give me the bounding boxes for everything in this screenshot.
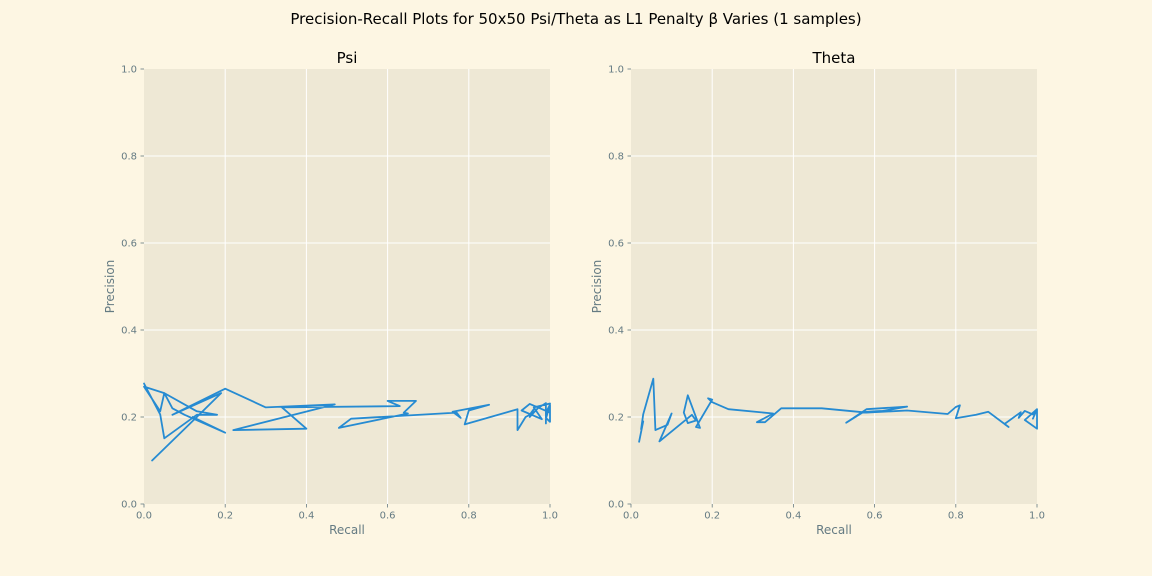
y-tick-label: 0.2 xyxy=(608,413,624,424)
subplot-psi: 0.0 0.2 0.4 0.6 0.8 1.0 0.0 0.2 0.4 0.6 0.8 1.0 Psi R… xyxy=(103,49,558,537)
y-axis-label: Precision xyxy=(590,260,604,314)
subplots: 0.0 0.2 0.4 0.6 0.8 1.0 0.0 0.2 0.4 0.6 0.8 1.0 Psi R… xyxy=(103,49,1045,537)
x-tick-label: 0.2 xyxy=(704,511,720,522)
y-tick-label: 0.0 xyxy=(608,500,624,511)
x-tick-label: 0.4 xyxy=(785,511,801,522)
subplot-theta: 0.0 0.2 0.4 0.6 0.8 1.0 0.0 0.2 0.4 0.6 0.8 1.0 Thet… xyxy=(590,49,1045,537)
figure-title: Precision-Recall Plots for 50x50 Psi/The… xyxy=(290,10,861,28)
x-tick-label: 0.0 xyxy=(623,511,639,522)
x-tick-label: 0.8 xyxy=(461,511,477,522)
subplot-title: Theta xyxy=(812,49,856,67)
subplot-title: Psi xyxy=(337,49,358,67)
y-tick-label: 0.4 xyxy=(608,326,624,337)
y-tick-label: 0.6 xyxy=(121,239,137,250)
y-tick-label: 0.8 xyxy=(608,152,624,163)
x-tick-label: 0.6 xyxy=(380,511,396,522)
y-tick-label: 0.8 xyxy=(121,152,137,163)
series-line xyxy=(143,382,227,440)
series-line xyxy=(151,387,551,462)
y-tick-label: 1.0 xyxy=(121,65,137,76)
y-tick-label: 0.2 xyxy=(121,413,137,424)
x-tick-label: 0.6 xyxy=(867,511,883,522)
y-axis-label: Precision xyxy=(103,260,117,314)
x-tick-label: 0.4 xyxy=(298,511,314,522)
series-line xyxy=(638,377,1038,443)
x-axis-label: Recall xyxy=(329,523,365,537)
y-tick-label: 0.6 xyxy=(608,239,624,250)
x-tick-label: 0.0 xyxy=(136,511,152,522)
plot-area-psi xyxy=(144,69,550,504)
x-tick-label: 1.0 xyxy=(542,511,558,522)
x-tick-label: 0.8 xyxy=(948,511,964,522)
y-tick-label: 0.4 xyxy=(121,326,137,337)
y-tick-label: 1.0 xyxy=(608,65,624,76)
y-tick-label: 0.0 xyxy=(121,500,137,511)
x-tick-label: 1.0 xyxy=(1029,511,1045,522)
x-axis-label: Recall xyxy=(816,523,852,537)
plot-area-theta xyxy=(631,69,1037,504)
x-tick-label: 0.2 xyxy=(217,511,233,522)
